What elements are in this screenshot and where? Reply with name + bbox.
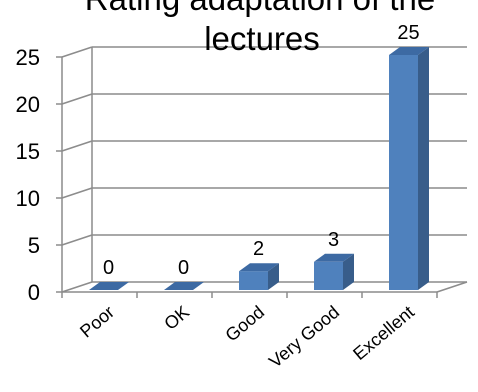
data-label: 0: [103, 257, 114, 279]
bar-side: [268, 263, 279, 290]
y-tick-label: 20: [16, 92, 40, 117]
data-label: 3: [328, 229, 339, 251]
y-tick-label: 10: [16, 186, 40, 211]
chart-walls: [61, 47, 468, 298]
bar: [389, 47, 429, 290]
gridline-side: [61, 93, 93, 105]
chart-title-line-1: Rating adaptation of the: [85, 0, 435, 17]
y-tick-label: 25: [16, 45, 40, 70]
gridline-side: [61, 140, 93, 152]
bar-front: [239, 271, 268, 290]
bars: [89, 47, 429, 290]
labels: 0 5 10 15 20 25 0 Poor 0 OK 2 Good 3 Very Good 25 Excel…: [16, 22, 420, 372]
data-label: 25: [397, 22, 419, 44]
gridline-side: [61, 234, 93, 246]
x-tick-label: Very Good: [265, 302, 343, 372]
bar-top: [89, 282, 129, 290]
gridline-side: [61, 281, 93, 293]
x-tick-label: Poor: [76, 302, 118, 342]
bar-top: [314, 253, 354, 262]
bar: [164, 282, 204, 290]
data-label: 0: [178, 257, 189, 279]
gridlines: [56, 46, 467, 293]
bar: [89, 282, 129, 290]
bar-top: [164, 282, 204, 290]
bar-top: [239, 263, 279, 272]
gridline-side: [61, 187, 93, 199]
bar-front: [314, 261, 343, 290]
x-tick-label: OK: [160, 302, 193, 334]
bar-front: [389, 55, 418, 290]
bar-top: [389, 47, 429, 55]
x-tick-label: Good: [221, 302, 268, 346]
floor-right-edge: [436, 281, 468, 293]
y-tick-label: 15: [16, 139, 40, 164]
bar-side: [418, 47, 429, 290]
bar: [314, 253, 354, 290]
data-label: 2: [253, 238, 264, 260]
gridline-side: [61, 46, 93, 58]
y-tick-label: 0: [28, 280, 40, 305]
y-tick-label: 5: [28, 233, 40, 258]
chart-title-line-2: lectures: [204, 20, 320, 57]
bar: [239, 263, 279, 290]
x-tick-label: Excellent: [349, 302, 418, 364]
bar-side: [343, 253, 354, 290]
